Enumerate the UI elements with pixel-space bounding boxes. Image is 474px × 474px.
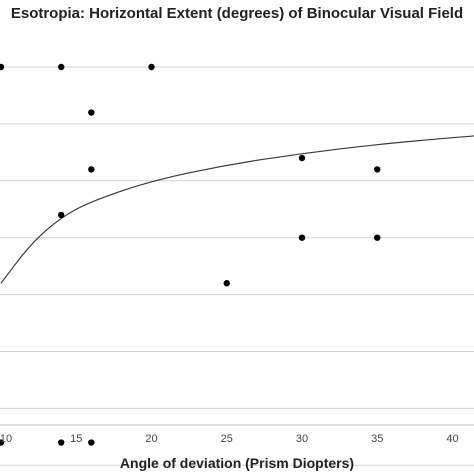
data-point: [58, 439, 65, 446]
data-point: [148, 63, 155, 71]
data-point: [374, 166, 381, 173]
data-point: [298, 154, 306, 162]
data-points: [0, 63, 381, 446]
data-point: [58, 211, 65, 219]
data-point: [223, 280, 230, 287]
trendline: [0, 135, 474, 284]
x-tick-label: 40: [446, 433, 458, 445]
x-tick-label: 10: [0, 433, 12, 445]
data-point: [58, 63, 65, 71]
data-point: [0, 63, 5, 71]
chart-title: Esotropia: Horizontal Extent (degrees) o…: [11, 5, 463, 22]
x-tick-label: 35: [371, 433, 383, 445]
data-point: [88, 166, 95, 173]
x-tick-label: 15: [70, 433, 82, 445]
data-point: [88, 439, 95, 446]
gridlines: [0, 66, 474, 466]
x-tick-label: 25: [221, 433, 233, 445]
x-tick-label: 20: [145, 433, 157, 445]
data-point: [298, 234, 306, 241]
data-point: [0, 439, 5, 446]
data-point: [374, 234, 381, 241]
data-point: [88, 109, 95, 116]
x-tick-labels: 10 15 20 25 30 35 40: [0, 433, 459, 445]
x-axis-label: Angle of deviation (Prism Diopters): [120, 455, 354, 471]
x-tick-label: 30: [296, 433, 308, 445]
